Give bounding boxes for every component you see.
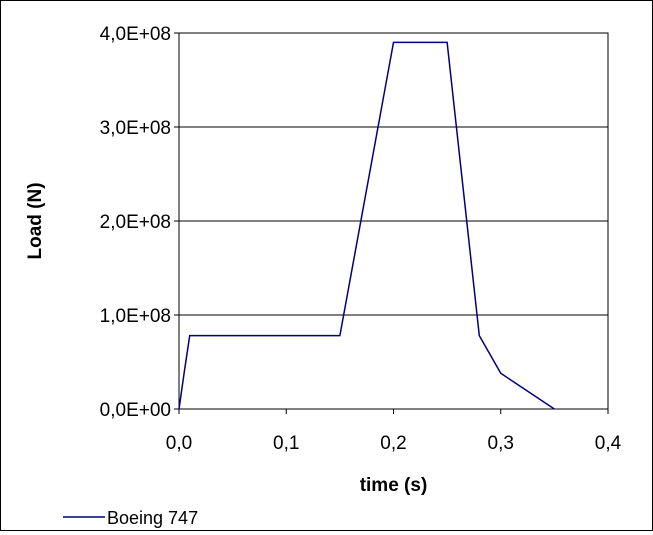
series-line-0	[178, 41, 555, 410]
legend-label-boeing-747: Boeing 747	[107, 508, 198, 528]
y-tick-label: 0,0E+00	[100, 400, 171, 421]
y-tick-label: 4,0E+08	[100, 24, 171, 45]
y-axis-title: Load (N)	[25, 182, 46, 259]
y-tick-label: 3,0E+08	[100, 118, 171, 139]
series-layer	[178, 41, 555, 410]
x-tick-label: 0,1	[273, 433, 299, 454]
y-tick-label: 2,0E+08	[100, 212, 171, 233]
gridlines	[179, 126, 608, 316]
y-axis-tick-labels: 0,0E+00 1,0E+08 2,0E+08 3,0E+08 4,0E+08	[100, 24, 179, 421]
x-tick-label: 0,3	[488, 433, 514, 454]
legend: Boeing 747	[63, 508, 198, 528]
x-tick-label: 0,0	[166, 433, 192, 454]
x-tick-label: 0,4	[595, 433, 622, 454]
y-tick-label: 1,0E+08	[100, 306, 171, 327]
x-tick-label: 0,2	[380, 433, 406, 454]
x-axis-title: time (s)	[360, 475, 428, 496]
x-axis-tick-labels: 0,0 0,1 0,2 0,3 0,4	[166, 409, 622, 454]
